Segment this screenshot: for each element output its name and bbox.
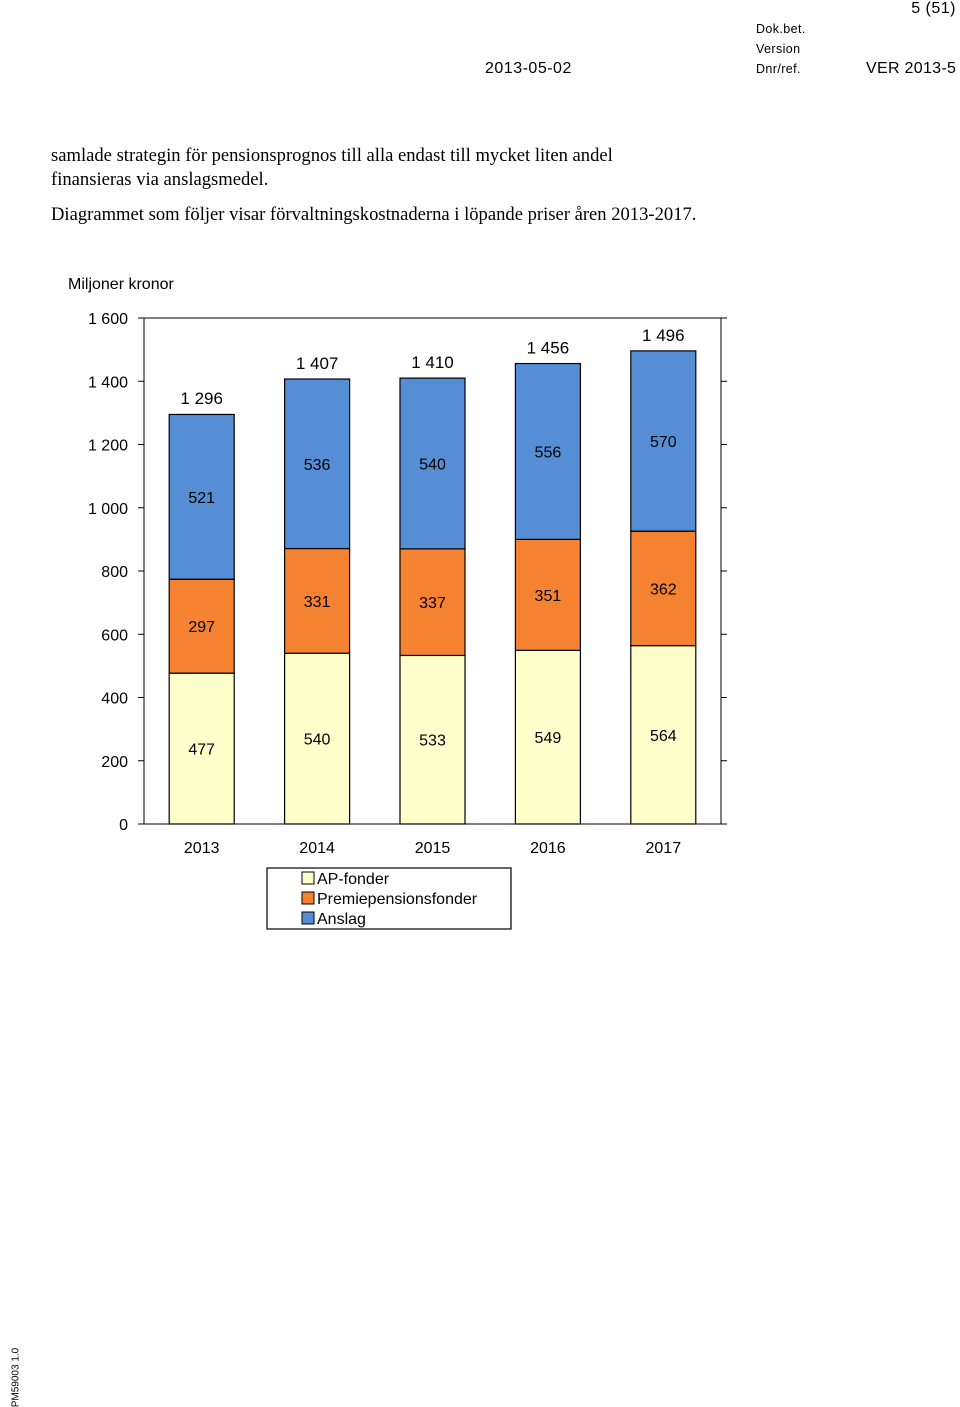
- version-value: VER 2013-5: [866, 60, 957, 77]
- bar-value-label: 337: [419, 595, 446, 612]
- y-tick-label: 800: [101, 564, 128, 581]
- bar-value-label: 570: [650, 434, 677, 451]
- paragraph-2-text: Diagrammet som följer visar förvaltnings…: [51, 204, 697, 225]
- bar-value-label: 556: [535, 444, 562, 461]
- bar-segment: [630, 530, 697, 647]
- legend-label: Anslag: [317, 911, 366, 928]
- x-tick-label: 2016: [530, 840, 566, 857]
- bar-total-label: 1 407: [296, 354, 339, 373]
- bar-segment: [514, 362, 582, 540]
- legend-label: AP-fonder: [317, 871, 390, 888]
- document-date: 2013-05-02: [485, 60, 572, 77]
- bar-value-label: 297: [188, 619, 215, 636]
- paragraph-1-line-2: finansieras via anslagsmedel.: [51, 169, 269, 190]
- y-tick-label: 1 600: [88, 311, 128, 328]
- bar-value-label: 533: [419, 733, 446, 750]
- bar-total-label: 1 410: [411, 353, 454, 372]
- bar-total-label: 1 496: [642, 326, 685, 345]
- bar-segment: [630, 350, 697, 532]
- bar-segment: [284, 378, 351, 550]
- y-tick-label: 200: [101, 754, 128, 771]
- bar-value-label: 331: [304, 594, 331, 611]
- version-label: Version: [756, 42, 801, 56]
- bar-segment: [168, 578, 235, 674]
- bar-value-label: 540: [304, 732, 331, 749]
- legend-swatch: [301, 871, 315, 885]
- y-axis-title: Miljoner kronor: [68, 276, 174, 293]
- bar-segment: [168, 413, 235, 580]
- x-tick-label: 2015: [415, 840, 451, 857]
- bar-segment: [284, 547, 351, 654]
- x-tick-label: 2013: [184, 840, 220, 857]
- page-number: 5 (51): [911, 0, 956, 17]
- plot-area: 0 200 400 600 800 1 000 1 200 1 400 1 600 477 297 5…: [88, 311, 727, 857]
- legend-swatch: [301, 891, 315, 905]
- bar-value-label: 536: [304, 457, 331, 474]
- y-tick-label: 600: [101, 627, 128, 644]
- y-tick-label: 400: [101, 691, 128, 708]
- x-tick-label: 2014: [299, 840, 335, 857]
- bar-segment: [399, 548, 466, 657]
- bar-value-label: 351: [535, 588, 562, 605]
- y-tick-label: 1 000: [88, 501, 128, 518]
- chart-legend: AP-fonder Premiepensionsfonder Anslag: [266, 867, 512, 930]
- legend-swatch: [301, 911, 315, 925]
- bar-segment: [168, 672, 235, 825]
- bar-segment: [514, 649, 582, 825]
- bar-segment: [284, 652, 351, 825]
- bar-value-label: 549: [535, 730, 562, 747]
- dok-bet-label: Dok.bet.: [756, 22, 806, 36]
- dnr-label: Dnr/ref.: [756, 62, 801, 76]
- legend-label: Premiepensionsfonder: [317, 891, 478, 908]
- side-label: PM59003 1.0: [10, 1347, 22, 1407]
- bar-value-label: 477: [188, 742, 215, 759]
- bar-total-label: 1 296: [180, 389, 223, 408]
- bar-total-label: 1 456: [527, 339, 570, 358]
- paragraph-2: Diagrammet som följer visar förvaltnings…: [51, 203, 696, 227]
- bar-value-label: 564: [650, 728, 677, 745]
- bar-segment: [399, 377, 466, 550]
- paragraph-1-line-1: samlade strategin för pensionsprognos ti…: [51, 145, 613, 166]
- bar-segment: [630, 645, 697, 825]
- y-tick-label: 1 200: [88, 438, 128, 455]
- bar-value-label: 540: [419, 456, 446, 473]
- bar-value-label: 362: [650, 581, 677, 598]
- y-tick-label: 0: [119, 817, 128, 834]
- bar-value-label: 521: [188, 490, 215, 507]
- bar-segment: [514, 538, 582, 651]
- y-tick-label: 1 400: [88, 374, 128, 391]
- paragraph-1: samlade strategin för pensionsprognos ti…: [51, 144, 613, 192]
- x-tick-label: 2017: [646, 840, 682, 857]
